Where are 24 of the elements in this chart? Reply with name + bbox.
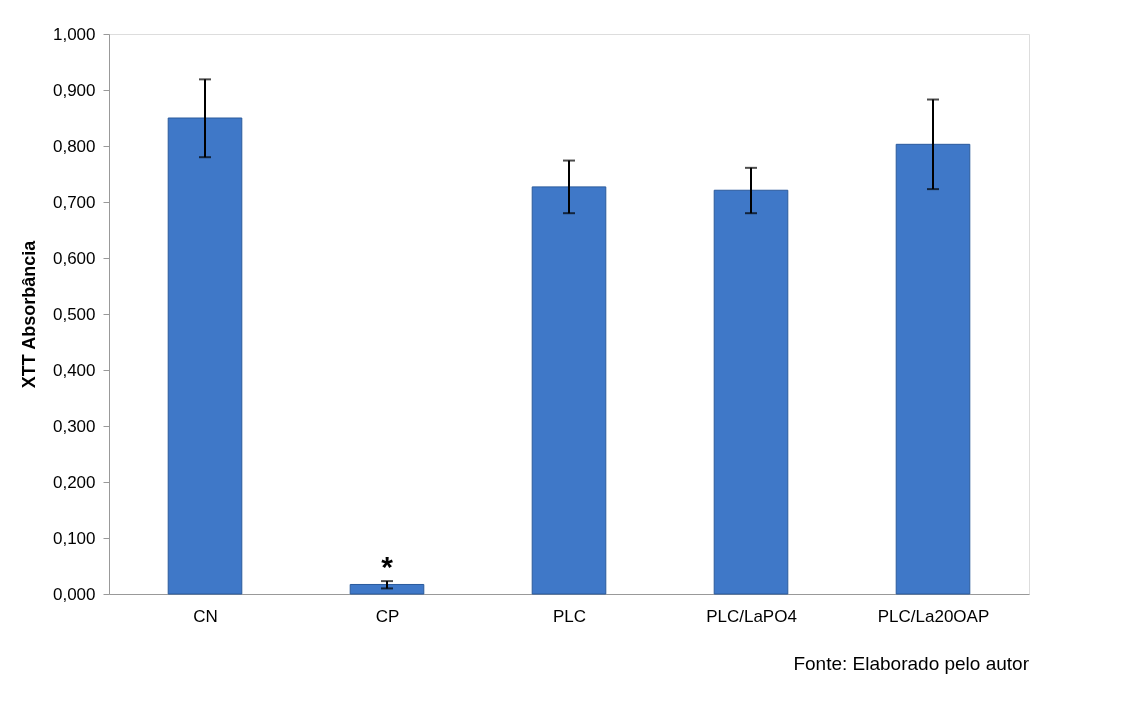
- y-tick-label: 0,200: [52, 472, 96, 492]
- annotation: *: [381, 550, 394, 584]
- y-tick-label: 0,700: [52, 192, 96, 212]
- y-tick-label: 0,600: [52, 248, 96, 268]
- x-tick-label: CP: [375, 606, 400, 626]
- y-tick-label: 0,900: [52, 80, 96, 100]
- y-tick-label: 0,000: [52, 584, 96, 604]
- x-tick-label: CN: [193, 606, 218, 626]
- y-tick-label: 0,800: [52, 136, 96, 156]
- bar: [167, 117, 243, 595]
- y-tick-label: 0,400: [52, 360, 96, 380]
- source-note: Fonte: Elaborado pelo autor: [793, 653, 1030, 674]
- y-axis-title: XTT Absorbância: [18, 239, 39, 389]
- bar: [531, 186, 607, 595]
- y-tick-label: 1,000: [52, 24, 96, 44]
- x-tick-label: PLC: [552, 606, 587, 626]
- y-tick-label: 0,500: [52, 304, 96, 324]
- x-tick-label: PLC/La20OAP: [877, 606, 990, 626]
- y-tick-label: 0,100: [52, 528, 96, 548]
- bar: [895, 143, 971, 595]
- y-tick-label: 0,300: [52, 416, 96, 436]
- bar: [713, 189, 789, 595]
- x-tick-label: PLC/LaPO4: [706, 606, 797, 626]
- bar: [349, 583, 425, 595]
